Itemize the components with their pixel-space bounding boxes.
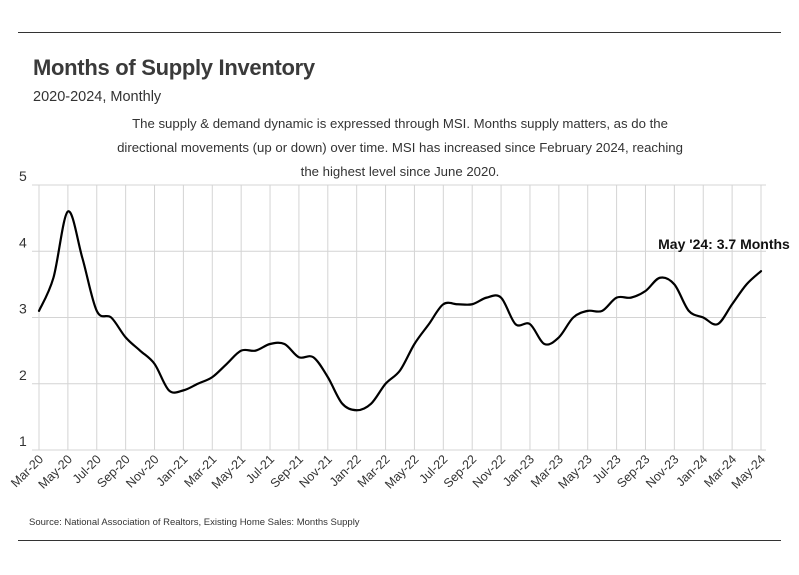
x-tick-label: Nov-20 [123,452,161,490]
y-tick-label: 4 [19,234,27,250]
chart-title: Months of Supply Inventory [33,55,315,80]
chart-description: The supply & demand dynamic is expressed… [117,116,683,179]
x-tick-label: Nov-23 [643,452,681,490]
series-line-months-supply [37,210,763,412]
source-note: Source: National Association of Realtors… [29,517,360,528]
x-tick-label: Nov-21 [297,452,335,490]
annotation-label: May '24: 3.7 Months [658,236,790,252]
y-tick-label: 2 [19,367,27,383]
grid-lines [32,184,766,451]
bottom-rule [18,540,781,541]
y-axis-ticks: 1 2 3 4 5 [19,168,27,449]
y-tick-label: 1 [19,433,27,449]
top-rule [18,32,781,33]
x-axis-ticks: Mar-20May-20Jul-20Sep-20Nov-20Jan-21Mar-… [8,452,768,491]
x-tick-label: Nov-22 [470,452,508,490]
y-tick-label: 3 [19,301,27,317]
y-tick-label: 5 [19,168,27,184]
chart-subtitle: 2020-2024, Monthly [33,89,162,105]
